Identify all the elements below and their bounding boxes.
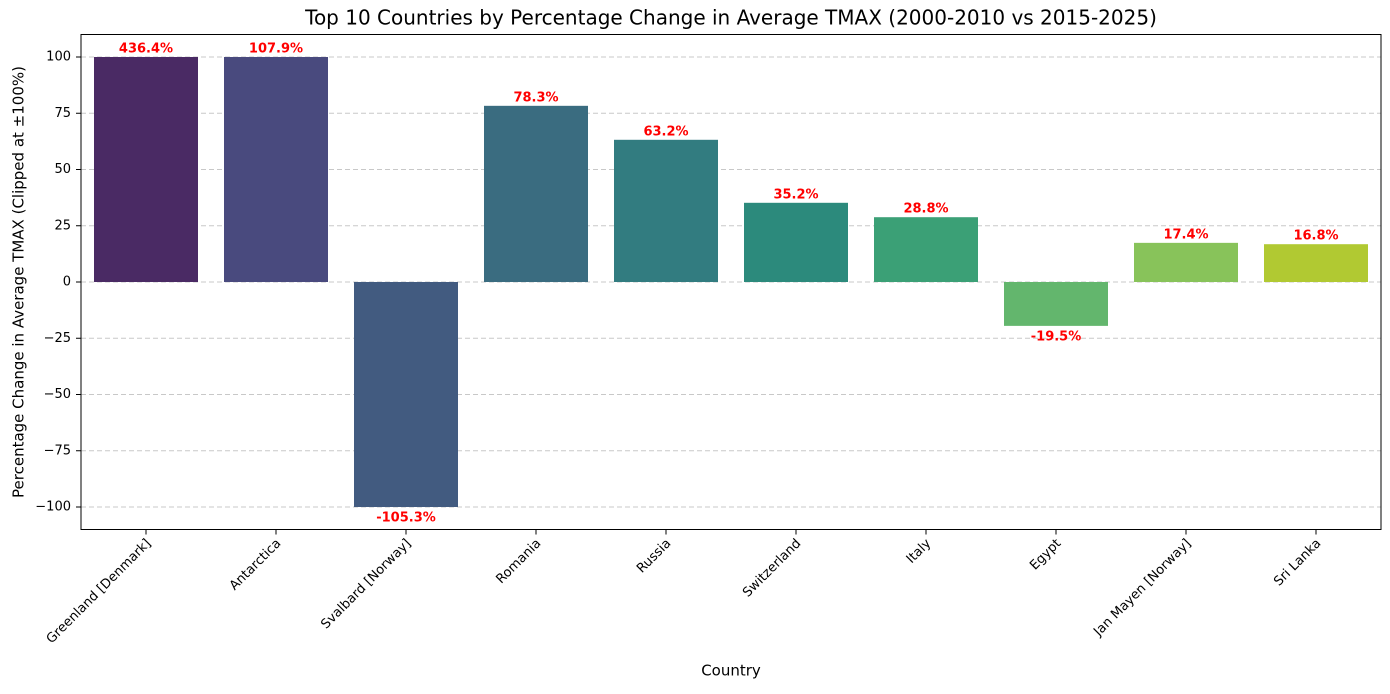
plot-frame (80, 34, 1382, 530)
x-tick-label: Italy (904, 536, 935, 567)
x-tick-label: Antarctica (227, 536, 284, 593)
y-tick-label: −50 (44, 387, 71, 402)
bar (354, 282, 458, 507)
bar (874, 217, 978, 282)
y-tick-label: 50 (54, 162, 71, 177)
y-tick-label: 0 (63, 275, 71, 290)
data-label: 35.2% (773, 187, 818, 202)
bar (94, 57, 198, 282)
bar (224, 57, 328, 282)
x-tick-label: Sri Lanka (1271, 536, 1324, 589)
y-tick-label: 25 (54, 218, 71, 233)
x-tick-label: Svalbard [Norway] (318, 536, 414, 632)
y-axis-label: Percentage Change in Average TMAX (Clipp… (10, 66, 28, 498)
y-tick-label: −75 (44, 443, 71, 458)
y-tick-label: 75 (54, 106, 71, 121)
x-tick-label: Greenland [Denmark] (44, 536, 155, 647)
data-label: 16.8% (1293, 229, 1338, 244)
data-label: 107.9% (249, 42, 303, 57)
x-tick-label: Romania (493, 536, 544, 587)
data-label: -19.5% (1031, 329, 1082, 344)
y-tick-label: −100 (35, 500, 71, 515)
x-tick-label: Jan Mayen [Norway] (1090, 536, 1194, 640)
data-label: 63.2% (643, 124, 688, 139)
data-label: 436.4% (119, 42, 173, 57)
data-label: 28.8% (903, 202, 948, 217)
data-label: 78.3% (513, 90, 558, 105)
x-tick-label: Switzerland (740, 536, 804, 600)
bar (1134, 242, 1238, 282)
bar (1264, 244, 1368, 282)
bar (744, 202, 848, 282)
data-label: 17.4% (1163, 227, 1208, 242)
y-tick-label: 100 (46, 50, 71, 65)
bar (484, 105, 588, 282)
bar (614, 139, 718, 282)
x-tick-label: Egypt (1027, 536, 1064, 573)
x-axis-label: Country (701, 662, 761, 680)
data-label: -105.3% (376, 511, 436, 526)
x-tick-label: Russia (634, 536, 674, 576)
bar (1004, 282, 1108, 326)
chart-title: Top 10 Countries by Percentage Change in… (304, 6, 1157, 30)
y-tick-label: −25 (44, 331, 71, 346)
